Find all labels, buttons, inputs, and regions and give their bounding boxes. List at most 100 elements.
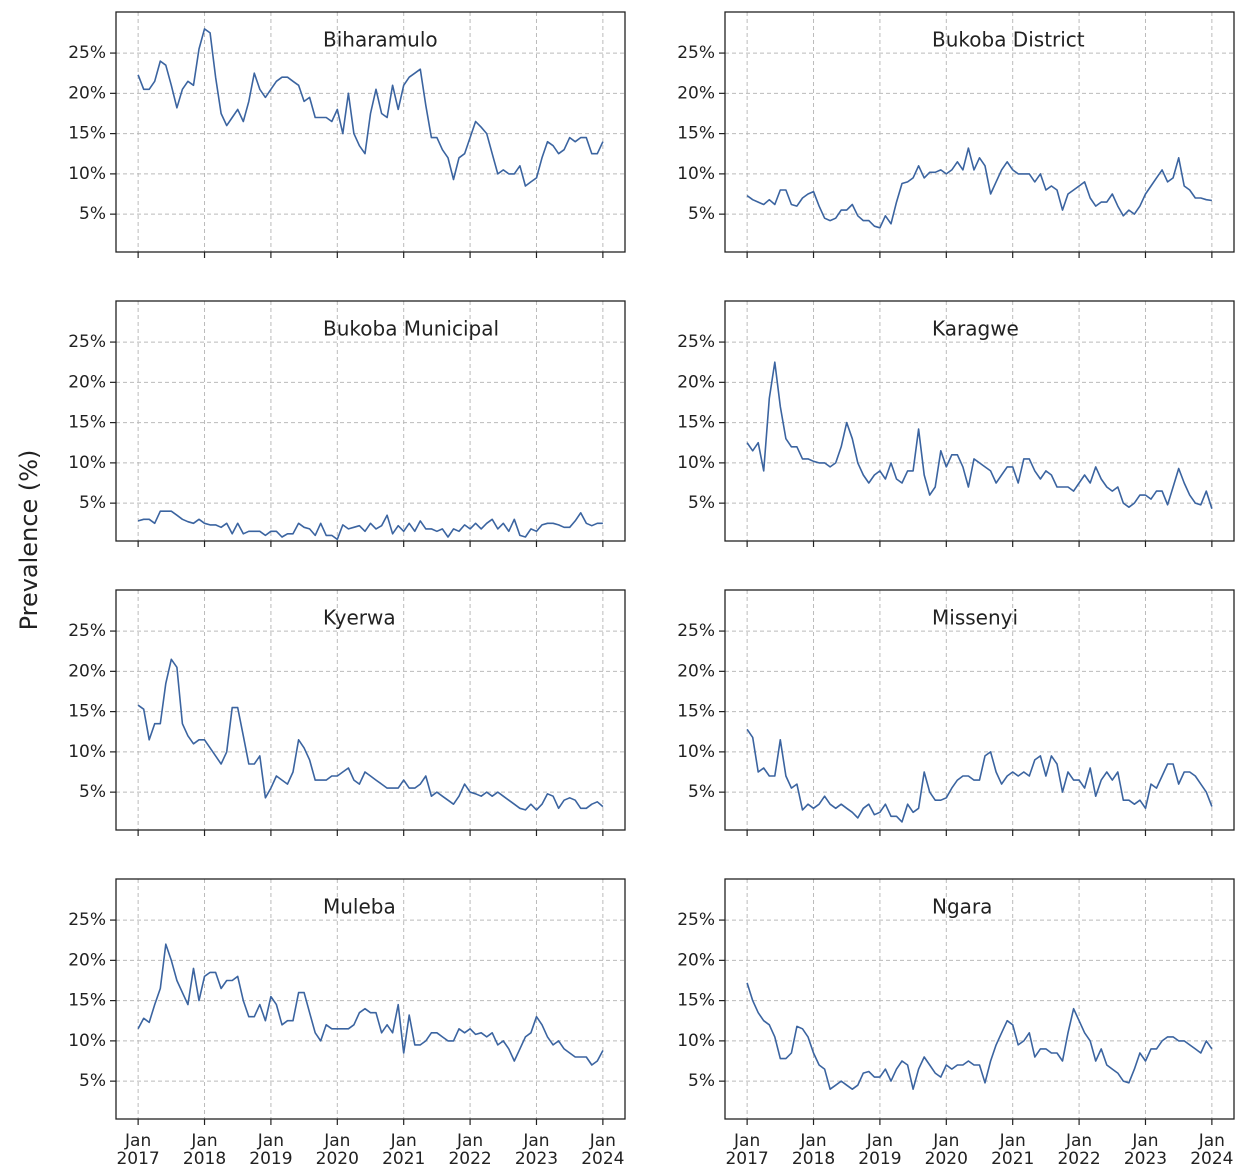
x-tick-label-line: 2021 xyxy=(991,1149,1034,1169)
x-tick-label-line: 2020 xyxy=(925,1149,968,1169)
y-tick-label: 20% xyxy=(68,83,106,103)
x-tick-label-line: 2019 xyxy=(249,1149,292,1169)
y-tick-label: 10% xyxy=(677,453,715,473)
y-tick-label: 10% xyxy=(68,1031,106,1051)
x-tick-label: Jan 2020 xyxy=(925,1131,968,1169)
x-tick-label-line: 2024 xyxy=(1190,1149,1233,1169)
x-tick-label: Jan 2018 xyxy=(183,1131,226,1169)
x-tick-label-line: 2020 xyxy=(316,1149,359,1169)
x-tick-label: Jan 2017 xyxy=(116,1131,159,1169)
y-tick-label: 10% xyxy=(677,742,715,762)
x-tick-label: Jan 2023 xyxy=(1124,1131,1167,1169)
y-tick-label: 15% xyxy=(68,702,106,722)
x-tick-label: Jan 2021 xyxy=(382,1131,425,1169)
y-tick-label: 10% xyxy=(677,1031,715,1051)
x-tick-label: Jan 2021 xyxy=(991,1131,1034,1169)
x-tick-label: Jan 2019 xyxy=(249,1131,292,1169)
panel-title: Bukoba District xyxy=(932,28,1085,52)
y-tick-label: 20% xyxy=(68,372,106,392)
x-tick-label-line: Jan xyxy=(589,1131,616,1151)
data-line xyxy=(137,28,604,187)
y-tick-label: 5% xyxy=(688,1071,715,1091)
x-tick-label-line: Jan xyxy=(522,1131,549,1151)
x-tick-label-line: Jan xyxy=(456,1131,483,1151)
x-tick-label-line: Jan xyxy=(799,1131,826,1151)
x-tick-label-line: 2019 xyxy=(858,1149,901,1169)
x-tick-label-line: 2024 xyxy=(581,1149,624,1169)
x-tick-label-line: 2021 xyxy=(382,1149,425,1169)
x-tick-label: Jan 2017 xyxy=(725,1131,768,1169)
x-tick-label: Jan 2024 xyxy=(1190,1131,1233,1169)
x-tick-label-line: Jan xyxy=(999,1131,1026,1151)
y-tick-label: 10% xyxy=(68,164,106,184)
y-tick-label: 20% xyxy=(677,661,715,681)
data-line xyxy=(137,943,604,1066)
data-line xyxy=(137,510,603,541)
x-tick-label-line: Jan xyxy=(390,1131,417,1151)
x-tick-label-line: 2018 xyxy=(183,1149,226,1169)
panel-title: Bukoba Municipal xyxy=(323,317,499,341)
y-tick-label: 15% xyxy=(68,991,106,1011)
axes-frame xyxy=(724,589,1235,831)
y-tick-label: 20% xyxy=(68,661,106,681)
y-tick-label: 20% xyxy=(68,950,106,970)
axes-frame xyxy=(115,589,626,831)
y-tick-label: 15% xyxy=(677,124,715,144)
x-tick-label-line: Jan xyxy=(190,1131,217,1151)
x-tick-label-line: Jan xyxy=(733,1131,760,1151)
x-tick-label: Jan 2020 xyxy=(316,1131,359,1169)
x-tick-label-line: Jan xyxy=(1198,1131,1225,1151)
x-tick-label: Jan 2022 xyxy=(448,1131,491,1169)
data-line xyxy=(746,361,1213,510)
x-tick-label-line: Jan xyxy=(932,1131,959,1151)
panel-title: Biharamulo xyxy=(323,28,438,52)
y-tick-label: 25% xyxy=(677,621,715,641)
y-tick-label: 10% xyxy=(677,164,715,184)
x-tick-label: Jan 2022 xyxy=(1057,1131,1100,1169)
x-tick-label-line: 2023 xyxy=(1124,1149,1167,1169)
y-tick-label: 5% xyxy=(79,493,106,513)
y-tick-label: 5% xyxy=(79,204,106,224)
y-tick-label: 15% xyxy=(677,991,715,1011)
y-tick-label: 10% xyxy=(68,742,106,762)
x-tick-label: Jan 2019 xyxy=(858,1131,901,1169)
axes-frame xyxy=(115,11,626,253)
y-tick-label: 10% xyxy=(68,453,106,473)
panel-title: Kyerwa xyxy=(323,606,396,630)
x-tick-label-line: 2017 xyxy=(725,1149,768,1169)
x-tick-label: Jan 2024 xyxy=(581,1131,624,1169)
y-tick-label: 15% xyxy=(68,124,106,144)
y-tick-label: 5% xyxy=(688,493,715,513)
y-tick-label: 5% xyxy=(688,782,715,802)
y-tick-label: 20% xyxy=(677,83,715,103)
data-line xyxy=(746,147,1213,229)
y-axis-label: Prevalence (%) xyxy=(15,450,43,631)
y-tick-label: 15% xyxy=(68,413,106,433)
x-tick-label-line: Jan xyxy=(124,1131,151,1151)
y-tick-label: 25% xyxy=(68,621,106,641)
y-tick-label: 15% xyxy=(677,702,715,722)
axes-frame xyxy=(115,878,626,1120)
x-tick-label-line: 2022 xyxy=(1057,1149,1100,1169)
axes-frame xyxy=(724,300,1235,542)
x-tick-label-line: 2018 xyxy=(792,1149,835,1169)
x-tick-label-line: Jan xyxy=(323,1131,350,1151)
y-tick-label: 20% xyxy=(677,950,715,970)
axes-frame xyxy=(724,878,1235,1120)
y-tick-label: 20% xyxy=(677,372,715,392)
panel-title: Karagwe xyxy=(932,317,1019,341)
x-tick-label: Jan 2023 xyxy=(515,1131,558,1169)
data-line xyxy=(137,658,604,811)
x-tick-label-line: 2022 xyxy=(448,1149,491,1169)
y-tick-label: 25% xyxy=(677,332,715,352)
x-tick-label-line: 2023 xyxy=(515,1149,558,1169)
y-tick-label: 5% xyxy=(79,782,106,802)
x-tick-label: Jan 2018 xyxy=(792,1131,835,1169)
x-tick-label-line: 2017 xyxy=(116,1149,159,1169)
y-tick-label: 25% xyxy=(68,332,106,352)
data-line xyxy=(746,982,1213,1090)
y-tick-label: 25% xyxy=(68,910,106,930)
panel-title: Ngara xyxy=(932,895,992,919)
y-tick-label: 5% xyxy=(79,1071,106,1091)
